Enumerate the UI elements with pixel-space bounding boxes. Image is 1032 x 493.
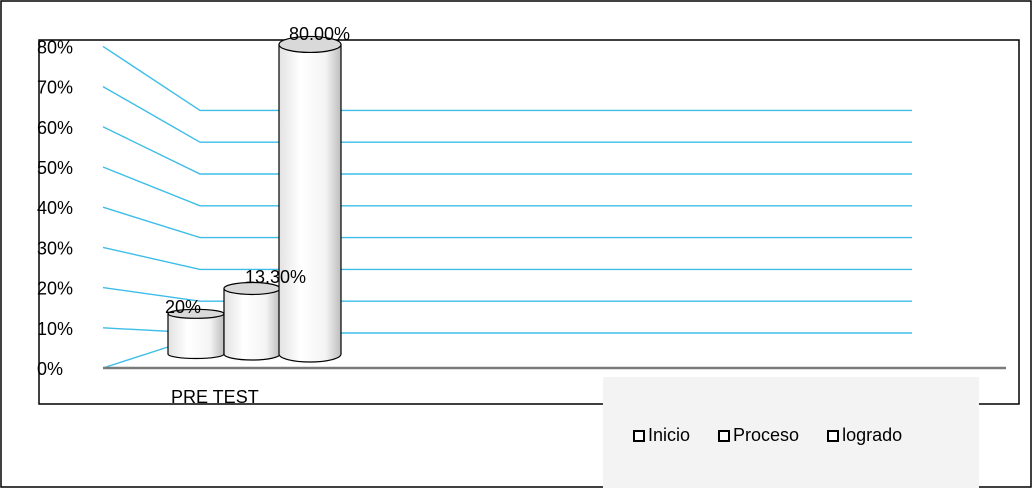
y-tick-label: 40% bbox=[37, 198, 73, 218]
y-tick-label: 70% bbox=[37, 78, 73, 98]
bar-top-logrado bbox=[278, 35, 342, 54]
gridline bbox=[102, 246, 912, 271]
gridline bbox=[102, 45, 912, 112]
legend-label: logrado bbox=[842, 425, 903, 445]
data-label-proceso: 13.30% bbox=[245, 267, 306, 287]
bar-logrado bbox=[278, 43, 342, 363]
floor-line bbox=[102, 346, 169, 369]
legend-label: Proceso bbox=[733, 425, 800, 445]
legend-item-logrado: logrado bbox=[827, 425, 902, 446]
y-tick-label: 80% bbox=[37, 37, 73, 57]
gridline bbox=[102, 166, 912, 207]
x-category-label: PRE TEST bbox=[171, 387, 259, 407]
data-label-inicio: 20% bbox=[165, 297, 201, 317]
gridline bbox=[102, 85, 912, 143]
y-tick-label: 10% bbox=[37, 319, 73, 339]
y-tick-label: 20% bbox=[37, 279, 73, 299]
y-tick-label: 50% bbox=[37, 158, 73, 178]
legend-swatch bbox=[633, 429, 645, 442]
legend-item-proceso: Proceso bbox=[718, 425, 799, 446]
legend-label: Inicio bbox=[648, 425, 691, 445]
data-label-logrado: 80.00% bbox=[289, 24, 350, 44]
legend-swatch bbox=[827, 429, 840, 442]
gridline bbox=[102, 126, 912, 175]
gridline bbox=[102, 206, 912, 239]
bar-inicio bbox=[167, 313, 225, 360]
bar-proceso bbox=[223, 287, 281, 361]
y-tick-label: 0% bbox=[37, 359, 63, 379]
legend-swatch bbox=[718, 429, 731, 442]
plot-area-frame bbox=[38, 39, 1020, 405]
y-tick-label: 60% bbox=[37, 118, 73, 138]
legend: Inicio Proceso logrado bbox=[603, 377, 979, 488]
y-tick-label: 30% bbox=[37, 238, 73, 258]
legend-item-inicio: Inicio bbox=[633, 425, 690, 446]
gridline bbox=[102, 286, 912, 302]
